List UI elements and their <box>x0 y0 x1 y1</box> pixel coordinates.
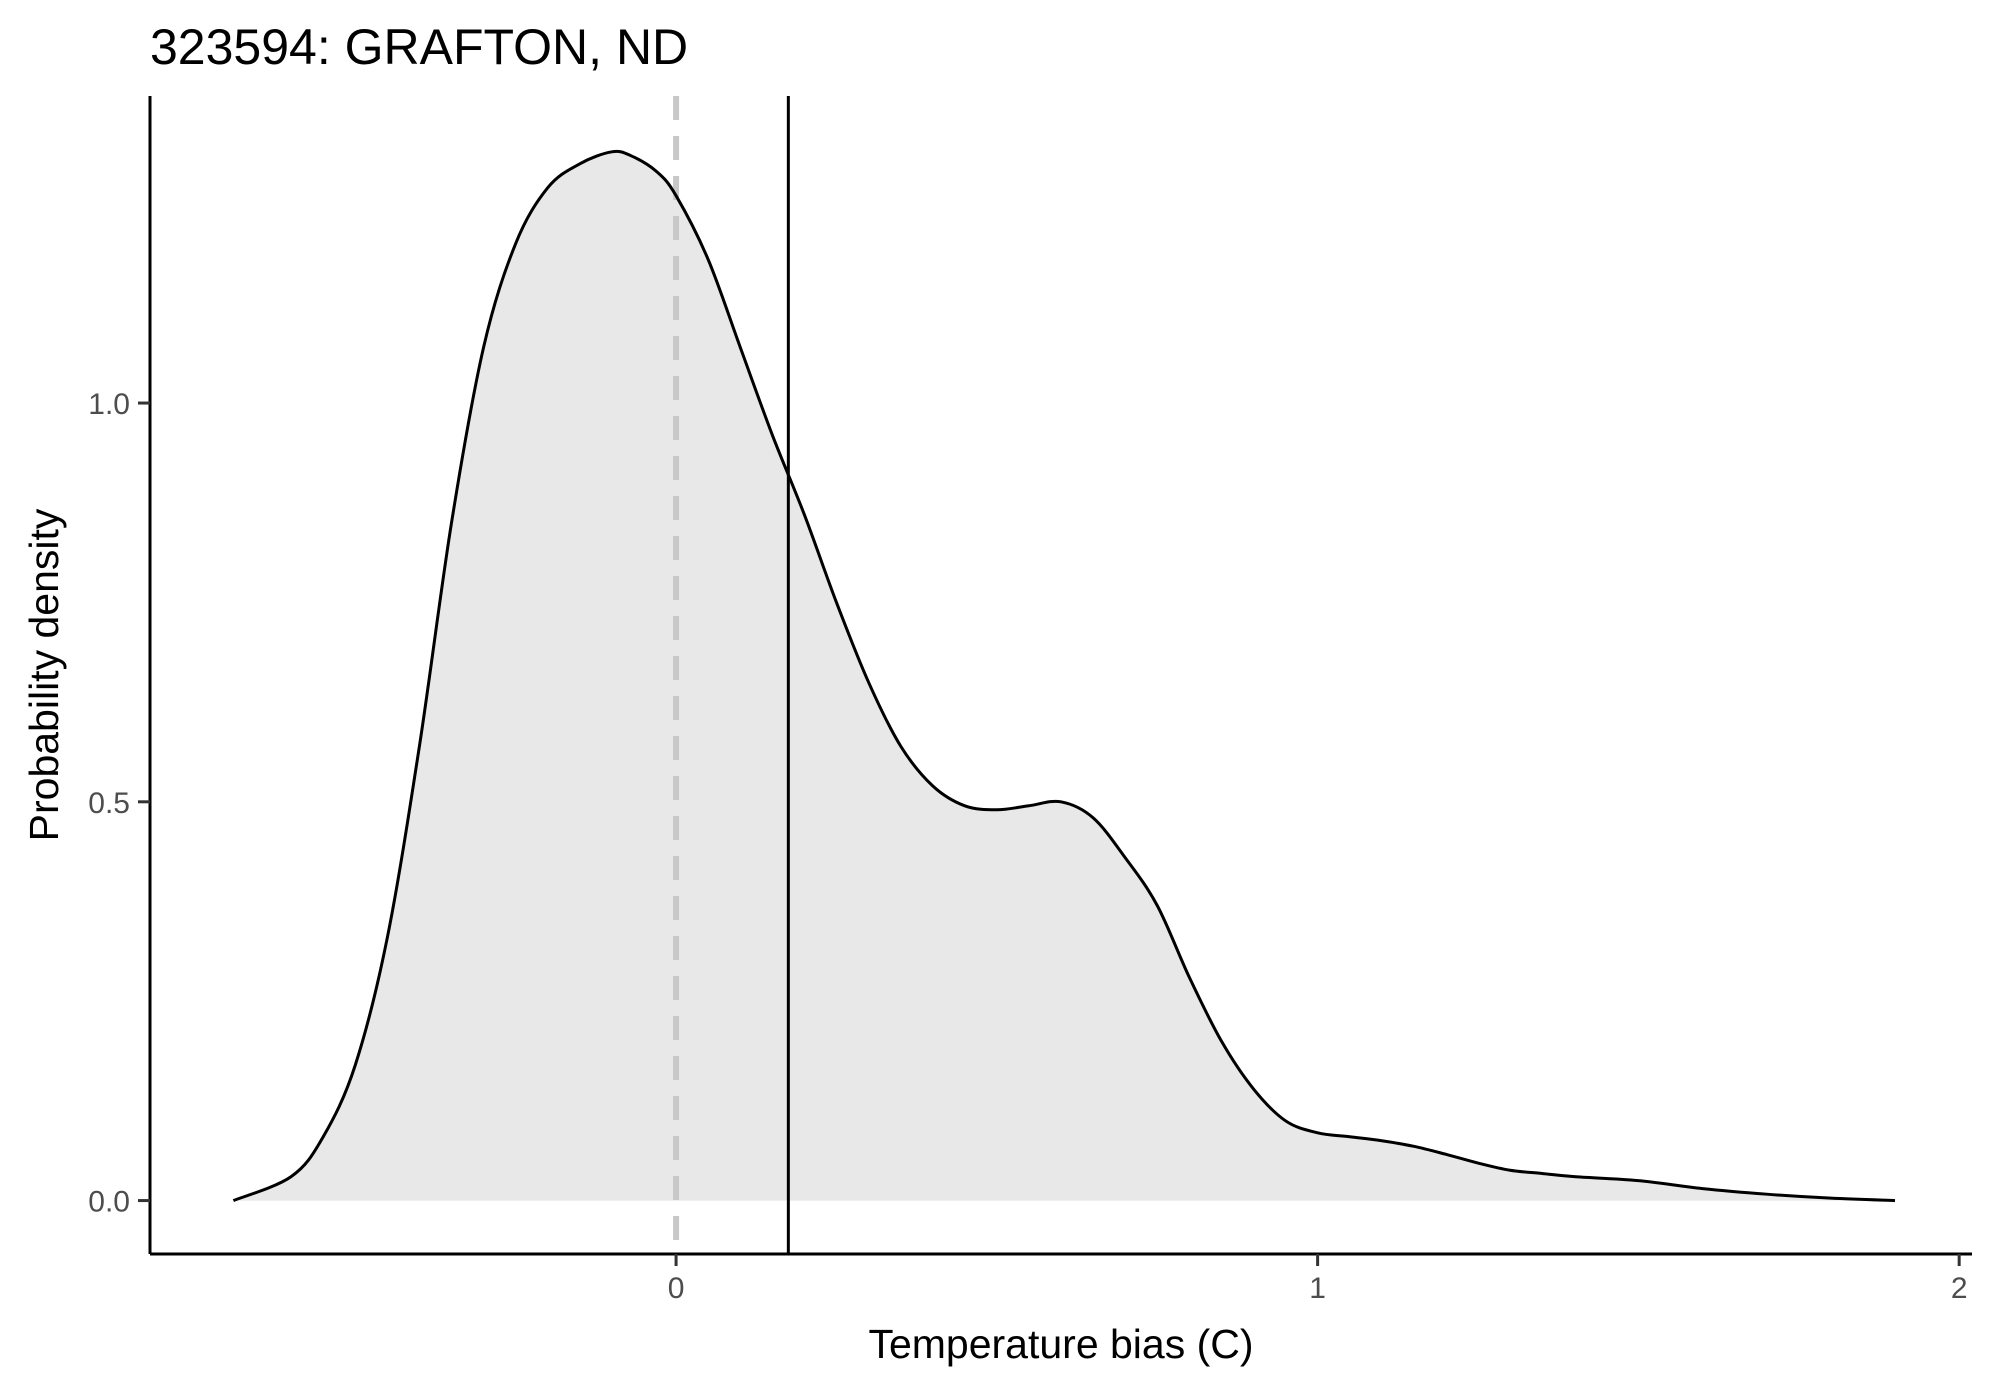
chart-title: 323594: GRAFTON, ND <box>150 19 688 75</box>
density-area <box>233 151 1896 1201</box>
plot-area <box>232 96 1896 1254</box>
x-tick-label: 2 <box>1951 1272 1968 1305</box>
y-tick-label: 0.5 <box>88 787 130 820</box>
y-axis-ticks: 0.0 0.5 1.0 <box>88 388 150 1219</box>
y-tick-label: 0.0 <box>88 1186 130 1219</box>
x-tick-label: 0 <box>668 1272 685 1305</box>
x-tick-label: 1 <box>1309 1272 1326 1305</box>
y-axis-label: Probability density <box>21 508 67 841</box>
x-axis-label: Temperature bias (C) <box>868 1321 1253 1367</box>
y-tick-label: 1.0 <box>88 388 130 421</box>
x-axis-ticks: 0 1 2 <box>668 1254 1968 1305</box>
density-line <box>232 149 1896 1203</box>
